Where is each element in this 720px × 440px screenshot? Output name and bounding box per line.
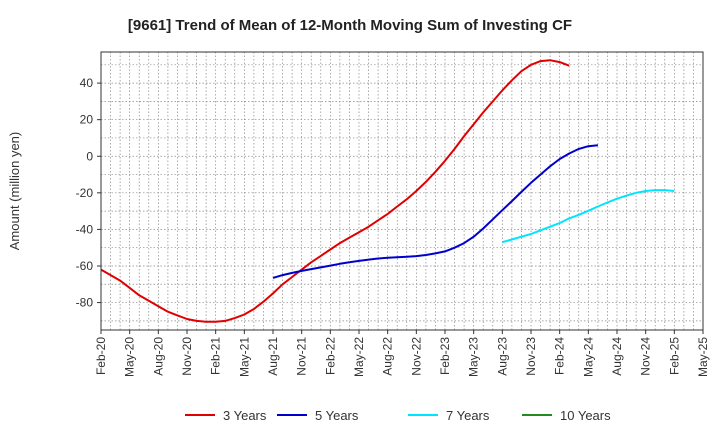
y-tick-label: 20 — [80, 113, 94, 127]
y-axis: -80 -60 -40 -20 0 20 40 — [76, 76, 101, 310]
x-tick-label: Feb-20 — [94, 337, 108, 375]
y-tick-label: -80 — [76, 296, 94, 310]
x-tick-label: May-21 — [237, 337, 251, 377]
x-tick-label: Nov-22 — [409, 337, 423, 376]
x-tick-label: May-23 — [467, 337, 481, 377]
x-tick-label: Aug-23 — [495, 337, 509, 376]
x-tick-label: Nov-21 — [295, 337, 309, 376]
y-tick-label: -40 — [76, 222, 94, 236]
x-tick-label: Nov-20 — [180, 337, 194, 376]
series-line-7-years — [502, 189, 675, 244]
y-axis-label: Amount (million yen) — [7, 132, 22, 251]
x-tick-label: Aug-20 — [151, 337, 165, 376]
x-tick-label: Feb-24 — [553, 337, 567, 375]
legend-label: 5 Years — [315, 408, 359, 423]
legend-label: 3 Years — [223, 408, 267, 423]
x-tick-label: Feb-21 — [209, 337, 223, 375]
legend-label: 7 Years — [446, 408, 490, 423]
y-tick-label: -20 — [76, 186, 94, 200]
x-tick-label: Feb-22 — [323, 337, 337, 375]
series-lines — [100, 59, 675, 323]
x-tick-label: Nov-23 — [524, 337, 538, 376]
y-tick-label: 40 — [80, 76, 94, 90]
x-tick-label: May-24 — [581, 337, 595, 377]
x-tick-label: May-22 — [352, 337, 366, 377]
y-tick-label: -60 — [76, 259, 94, 273]
x-tick-label: May-20 — [123, 337, 137, 377]
x-axis: Feb-20 May-20 Aug-20 Nov-20 Feb-21 May-21 Aug-… — [94, 330, 710, 377]
plot-area — [100, 51, 704, 331]
series-line-3-years — [100, 59, 570, 323]
x-tick-label: Nov-24 — [639, 337, 653, 376]
legend: 3 Years 5 Years 7 Years 10 Years — [185, 408, 611, 423]
x-tick-label: Feb-23 — [438, 337, 452, 375]
x-tick-label: Aug-24 — [610, 337, 624, 376]
x-tick-label: Feb-25 — [667, 337, 681, 375]
x-tick-label: Aug-22 — [381, 337, 395, 376]
x-tick-label: Aug-21 — [266, 337, 280, 376]
grid-lines — [101, 52, 703, 330]
legend-label: 10 Years — [560, 408, 611, 423]
x-tick-label: May-25 — [696, 337, 710, 377]
y-tick-label: 0 — [86, 149, 93, 163]
chart-title: [9661] Trend of Mean of 12-Month Moving … — [128, 17, 572, 34]
series-line-5-years — [272, 144, 598, 279]
